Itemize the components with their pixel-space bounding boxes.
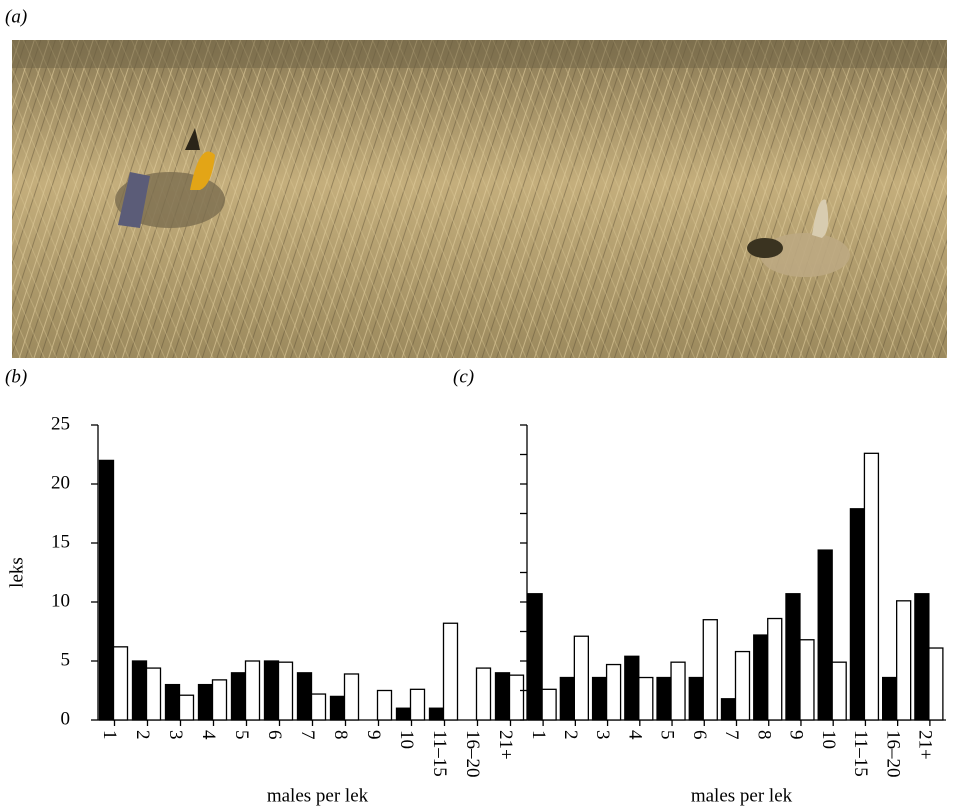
x-tick-label: 9 bbox=[786, 730, 807, 740]
bar bbox=[376, 689, 393, 721]
bar bbox=[702, 619, 718, 721]
x-tick-label: 5 bbox=[231, 730, 252, 740]
bar bbox=[442, 622, 459, 721]
bar bbox=[573, 635, 589, 721]
x-tick-label: 7 bbox=[297, 730, 318, 740]
y-tick-label: 20 bbox=[51, 472, 70, 493]
bar bbox=[720, 698, 737, 721]
bar bbox=[296, 672, 313, 721]
bar bbox=[785, 593, 801, 721]
bar bbox=[98, 459, 115, 721]
bar bbox=[914, 593, 930, 721]
x-tick-label: 11–15 bbox=[429, 730, 450, 777]
bar bbox=[178, 694, 195, 721]
bar bbox=[688, 676, 704, 721]
bar bbox=[230, 672, 247, 721]
x-tick-label: 4 bbox=[198, 730, 219, 740]
bar bbox=[863, 452, 880, 721]
bar bbox=[831, 661, 847, 721]
y-tick-label: 10 bbox=[51, 590, 70, 611]
panel-label: (a) bbox=[5, 6, 27, 27]
bar bbox=[310, 693, 327, 721]
bar bbox=[145, 667, 162, 721]
x-tick-label: 10 bbox=[396, 730, 417, 749]
bar bbox=[211, 679, 228, 721]
bar bbox=[343, 673, 360, 721]
x-tick-label: 9 bbox=[363, 730, 384, 740]
bar bbox=[263, 660, 280, 721]
x-tick-label: 8 bbox=[753, 730, 774, 740]
x-tick-label: 16–20 bbox=[882, 730, 903, 778]
x-tick-label: 3 bbox=[165, 730, 186, 740]
bar bbox=[395, 707, 412, 721]
bar bbox=[197, 683, 214, 721]
x-tick-label: 16–20 bbox=[462, 730, 483, 778]
y-tick-label: 25 bbox=[51, 413, 70, 434]
bar bbox=[799, 639, 815, 721]
y-tick-label: 5 bbox=[61, 649, 71, 670]
bar bbox=[475, 667, 492, 721]
x-tick-label: 10 bbox=[818, 730, 839, 749]
panel-label: (c) bbox=[453, 366, 474, 387]
bar bbox=[734, 650, 751, 721]
bar bbox=[527, 593, 543, 721]
bar bbox=[849, 508, 866, 721]
bar bbox=[670, 661, 686, 721]
bar bbox=[896, 600, 912, 721]
x-tick-label: 6 bbox=[264, 730, 285, 740]
bar bbox=[131, 660, 148, 721]
bar bbox=[767, 617, 783, 721]
x-tick-label: 2 bbox=[132, 730, 153, 740]
bar bbox=[559, 676, 575, 721]
bar bbox=[244, 660, 261, 721]
x-tick-label: 4 bbox=[624, 730, 645, 740]
bar bbox=[494, 672, 511, 721]
x-tick-label: 1 bbox=[99, 730, 120, 740]
bar bbox=[817, 549, 833, 721]
bar bbox=[753, 634, 769, 721]
y-tick-label: 0 bbox=[61, 708, 71, 729]
x-tick-label: 7 bbox=[721, 730, 742, 740]
x-tick-label: 3 bbox=[592, 730, 613, 740]
y-axis-title: leks bbox=[6, 557, 27, 588]
x-axis-title: males per lek bbox=[691, 785, 793, 806]
panel-label: (b) bbox=[5, 366, 27, 387]
x-tick-label: 8 bbox=[330, 730, 351, 740]
bar bbox=[541, 688, 557, 721]
bar bbox=[591, 676, 608, 721]
photo bbox=[12, 40, 947, 358]
x-tick-label: 2 bbox=[560, 730, 581, 740]
x-tick-label: 21+ bbox=[495, 730, 516, 760]
bar bbox=[329, 695, 346, 721]
y-tick-label: 15 bbox=[51, 531, 70, 552]
x-tick-label: 1 bbox=[528, 730, 549, 740]
bar bbox=[112, 646, 129, 721]
bar bbox=[928, 647, 944, 721]
bar bbox=[428, 707, 445, 721]
x-tick-label: 21+ bbox=[915, 730, 936, 760]
bar bbox=[277, 661, 294, 721]
bar bbox=[624, 655, 640, 721]
x-tick-label: 6 bbox=[689, 730, 710, 740]
x-tick-label: 5 bbox=[657, 730, 678, 740]
bar bbox=[409, 688, 426, 721]
bar bbox=[508, 674, 525, 721]
x-tick-label: 11–15 bbox=[850, 730, 871, 777]
bar bbox=[656, 676, 672, 721]
bar bbox=[882, 676, 898, 721]
bar bbox=[638, 676, 654, 721]
bar bbox=[164, 683, 181, 721]
x-axis-title: males per lek bbox=[267, 785, 369, 806]
bar bbox=[605, 663, 622, 721]
